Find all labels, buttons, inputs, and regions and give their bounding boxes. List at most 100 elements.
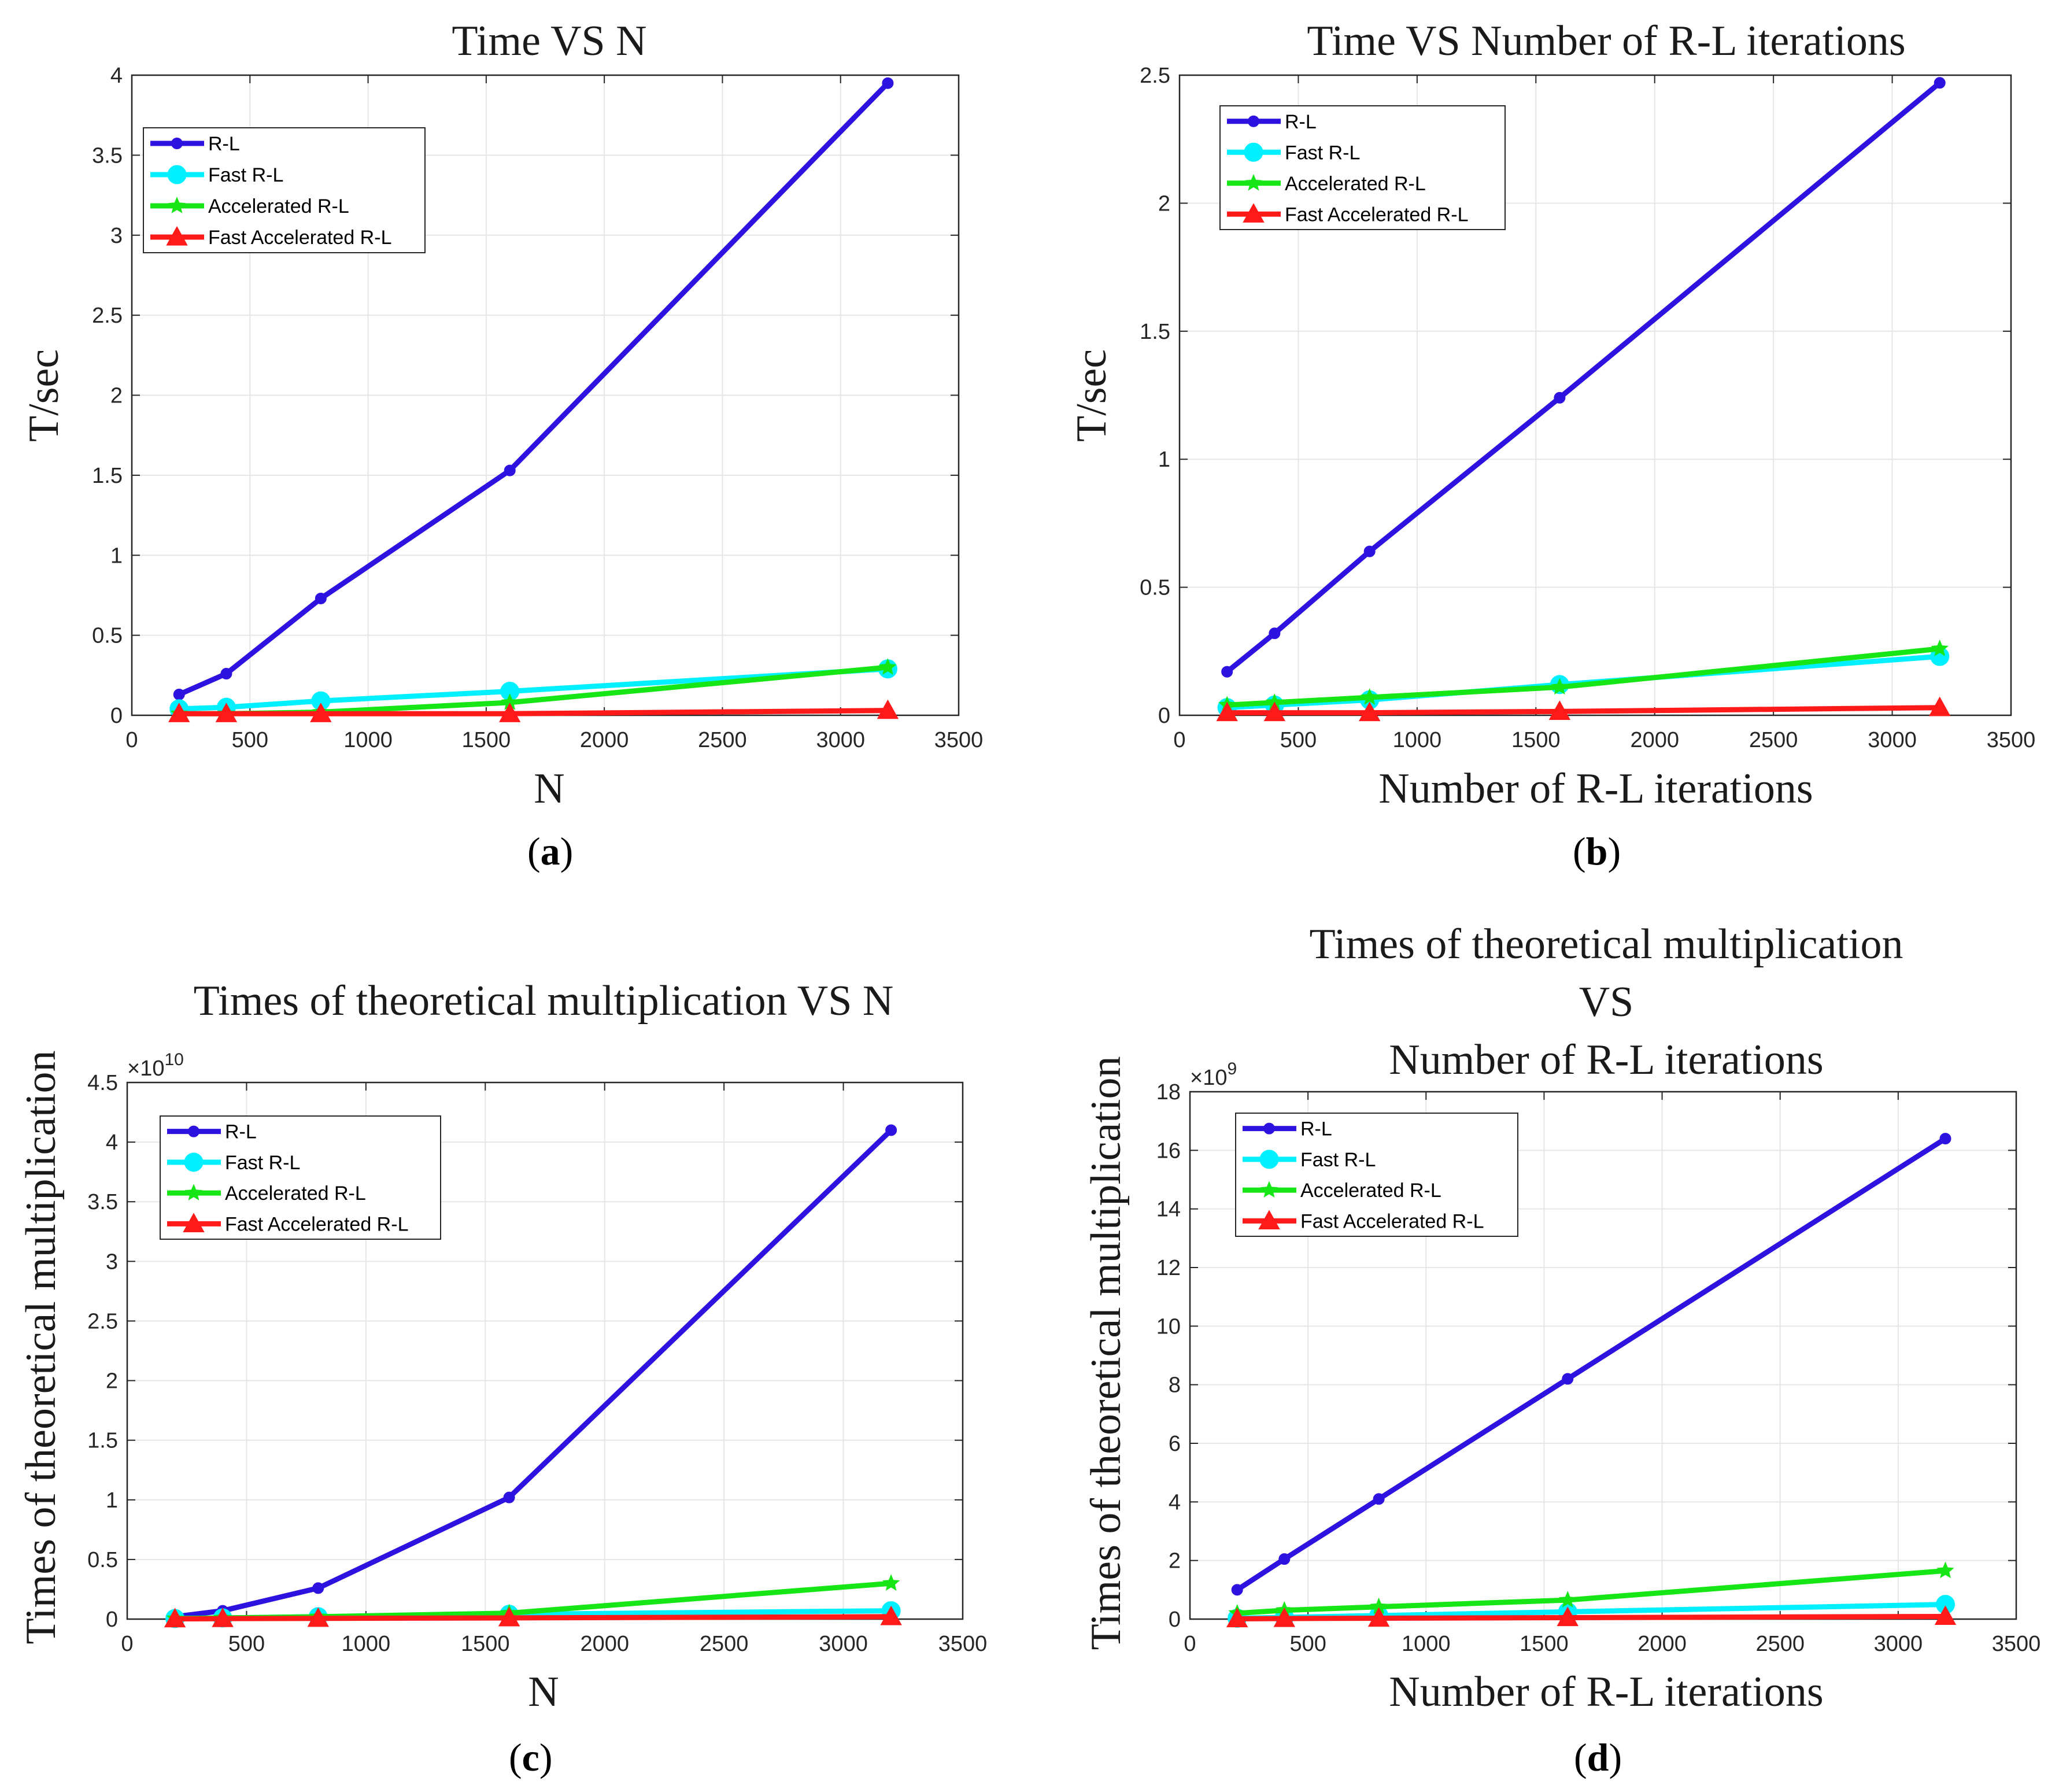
y-axis-label: Times of theoretical multiplication <box>17 1051 65 1645</box>
axis-exponent-power: 10 <box>164 1050 183 1069</box>
data-point <box>1358 701 1381 722</box>
legend-swatch-marker <box>188 1125 199 1137</box>
data-point <box>1934 77 1946 89</box>
series-r-l <box>173 77 894 701</box>
legend-swatch-marker <box>171 138 183 149</box>
legend-label: R-L <box>1300 1118 1332 1140</box>
y-tick-label: 0.5 <box>87 1548 118 1572</box>
panel-caption-close: ) <box>560 829 574 873</box>
data-point <box>1939 1133 1951 1145</box>
legend-swatch-marker <box>1243 203 1265 223</box>
legend-swatch-marker <box>184 1184 203 1200</box>
y-tick-label: 8 <box>1169 1373 1181 1398</box>
y-tick-label: 2 <box>106 1369 118 1394</box>
y-axis-label: T/sec <box>1068 349 1115 442</box>
data-point <box>879 658 897 675</box>
data-point <box>164 1608 186 1628</box>
data-point <box>880 1605 902 1625</box>
legend-label: Accelerated R-L <box>1300 1180 1441 1202</box>
x-tick-label: 2000 <box>580 1632 629 1656</box>
legend-swatch-marker <box>1248 115 1259 127</box>
data-point <box>315 592 327 604</box>
y-axis-label: Times of theoretical multiplication <box>1082 1056 1130 1650</box>
chart-panel-d: 0 500 1000 1500 2000 2500 3000 3500 0 2 4 6 8 10 12 14 1… <box>1082 921 2040 1779</box>
legend-label: Accelerated R-L <box>208 195 349 217</box>
legend-label: R-L <box>225 1121 257 1143</box>
data-point <box>1269 627 1281 640</box>
x-tick-label: 2500 <box>1755 1632 1805 1656</box>
x-tick-label: 1000 <box>1393 728 1442 752</box>
data-point <box>1373 1493 1385 1505</box>
y-tick-label: 1 <box>1158 448 1170 472</box>
y-tick-label: 2 <box>1169 1549 1181 1573</box>
legend-label: Fast Accelerated R-L <box>1300 1210 1484 1232</box>
legend-label: Fast R-L <box>1285 142 1360 164</box>
x-tick-label: 500 <box>228 1632 265 1656</box>
legend-box <box>1219 105 1506 230</box>
data-point <box>882 1574 900 1591</box>
series-fast-accelerated-r-l <box>168 699 899 722</box>
data-point <box>1562 1373 1574 1385</box>
x-tick-label: 2500 <box>698 728 747 752</box>
x-tick-label: 0 <box>1173 728 1185 752</box>
data-point <box>882 77 894 89</box>
series-line <box>172 1614 894 1622</box>
chart-title: VS <box>1579 978 1634 1026</box>
series-r-l <box>1231 1133 1951 1596</box>
y-tick-label: 2.5 <box>87 1309 118 1333</box>
y-tick-label: 1.5 <box>87 1429 118 1453</box>
legend: R-L Fast R-L Accelerated R-L Fast Accelerat… <box>160 1115 441 1240</box>
data-point <box>1278 1553 1291 1565</box>
series-fast-accelerated-r-l <box>164 1605 902 1628</box>
legend-swatch-marker <box>166 226 188 246</box>
x-tick-label: 500 <box>1280 728 1317 752</box>
y-tick-label: 10 <box>1156 1314 1181 1339</box>
x-tick-label: 500 <box>232 728 268 752</box>
data-point <box>1231 1584 1243 1596</box>
data-point <box>312 1582 324 1594</box>
data-point <box>1934 1605 1957 1625</box>
data-point <box>1931 639 1949 656</box>
y-tick-label: 0 <box>110 704 123 728</box>
x-tick-label: 3500 <box>1992 1632 2041 1656</box>
legend-label: Fast Accelerated R-L <box>1285 204 1468 226</box>
data-point <box>1557 1606 1579 1627</box>
series-line <box>1234 1613 1949 1621</box>
legend-swatch-marker <box>183 1213 205 1232</box>
x-tick-label: 3000 <box>819 1632 868 1656</box>
legend-label: Fast R-L <box>225 1152 300 1174</box>
data-point <box>1367 1607 1390 1627</box>
data-point <box>1263 701 1286 722</box>
axis-exponent: ×109 <box>1190 1059 1237 1090</box>
y-tick-label: 0 <box>106 1608 118 1632</box>
legend-label: Accelerated R-L <box>1285 173 1426 195</box>
x-tick-label: 1000 <box>1402 1632 1451 1656</box>
y-tick-label: 14 <box>1156 1198 1181 1222</box>
data-point <box>504 464 516 476</box>
legend-swatch-marker <box>1258 1210 1280 1229</box>
y-tick-label: 0 <box>1158 704 1170 728</box>
y-tick-label: 3 <box>110 224 123 248</box>
axes-box <box>1178 74 2012 716</box>
series-r-l <box>1221 77 1946 678</box>
x-tick-label: 1000 <box>343 728 393 752</box>
panel-caption: (c) <box>509 1735 553 1779</box>
x-tick-label: 3000 <box>816 728 865 752</box>
y-tick-label: 1 <box>106 1488 118 1513</box>
y-tick-label: 2 <box>1158 191 1170 216</box>
y-tick-label: 3.5 <box>92 143 123 168</box>
legend-label: R-L <box>208 133 240 155</box>
legend-box <box>160 1115 441 1240</box>
grid-lines <box>132 75 959 715</box>
panel-caption-open: ( <box>1574 1735 1587 1779</box>
data-point <box>877 699 899 719</box>
data-point <box>498 1606 520 1627</box>
panel-caption-open: ( <box>509 1735 522 1779</box>
chart-panel-c: 0 500 1000 1500 2000 2500 3000 3500 0 0.5 1 1.5 2 2.5… <box>17 977 987 1779</box>
y-tick-label: 3.5 <box>87 1190 118 1214</box>
legend-label: Fast R-L <box>208 164 283 186</box>
x-tick-label: 0 <box>1184 1632 1196 1656</box>
data-point <box>885 1124 897 1136</box>
chart-title: Number of R-L iterations <box>1389 1036 1823 1084</box>
legend-swatch-marker <box>167 165 187 184</box>
